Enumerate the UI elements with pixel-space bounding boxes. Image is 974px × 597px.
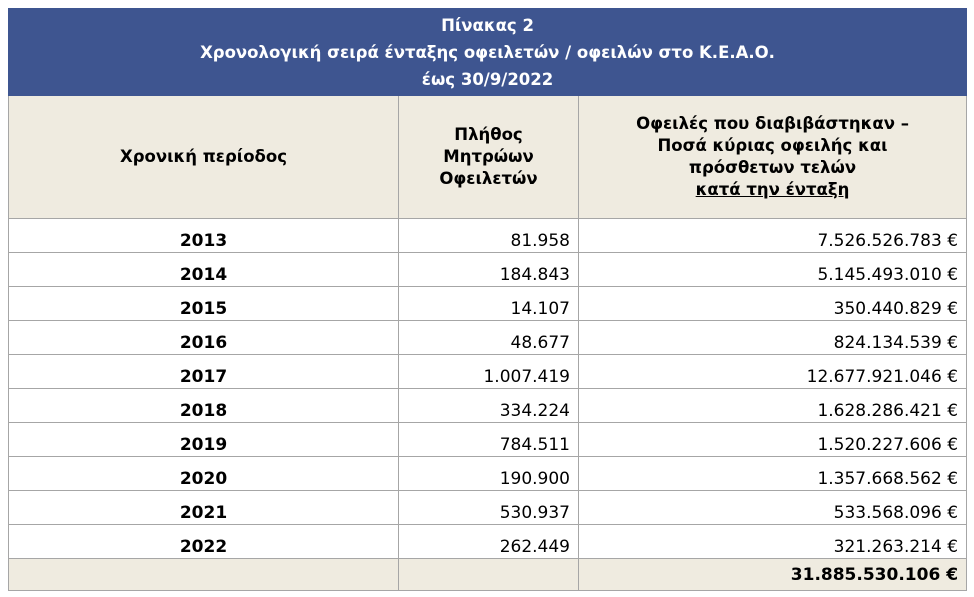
table-title-line3: έως 30/9/2022 <box>421 69 554 89</box>
header-debt-line1: Οφειλές που διαβιβάστηκαν – <box>636 114 909 133</box>
year-cell: 2014 <box>8 252 399 287</box>
amount-cell: 12.677.921.046 € <box>577 354 968 389</box>
year-cell: 2020 <box>8 456 399 491</box>
table-title-line1: Πίνακας 2 <box>441 15 534 35</box>
count-cell: 190.900 <box>398 456 579 491</box>
count-cell: 48.677 <box>398 320 579 355</box>
year-cell: 2019 <box>8 422 399 457</box>
debtors-table: Πίνακας 2 Χρονολογική σειρά ένταξης οφει… <box>7 8 968 591</box>
table-row: 2017 1.007.419 12.677.921.046 € <box>8 354 968 389</box>
header-debt: Οφειλές που διαβιβάστηκαν – Ποσά κύριας … <box>577 95 968 219</box>
year-cell: 2022 <box>8 524 399 559</box>
table-title-line2: Χρονολογική σειρά ένταξης οφειλετών / οφ… <box>200 42 775 62</box>
count-cell: 784.511 <box>398 422 579 457</box>
total-empty-period <box>8 558 399 591</box>
total-amount: 31.885.530.106 € <box>577 558 968 591</box>
year-cell: 2016 <box>8 320 399 355</box>
title-row: Πίνακας 2 Χρονολογική σειρά ένταξης οφει… <box>7 8 968 96</box>
table-row: 2019 784.511 1.520.227.606 € <box>8 422 968 457</box>
amount-cell: 1.520.227.606 € <box>577 422 968 457</box>
header-count-line2: Μητρώων <box>443 147 534 166</box>
table-body: 2013 81.958 7.526.526.783 €2014 184.843 5.14… <box>8 218 968 559</box>
amount-cell: 7.526.526.783 € <box>577 218 968 253</box>
header-period-label: Χρονική περίοδος <box>119 147 287 166</box>
header-period: Χρονική περίοδος <box>8 95 399 219</box>
year-cell: 2018 <box>8 388 399 423</box>
table-row: 2016 48.677 824.134.539 € <box>8 320 968 355</box>
year-cell: 2021 <box>8 490 399 525</box>
header-debt-line2: Ποσά κύριας οφειλής και <box>657 136 888 155</box>
year-cell: 2017 <box>8 354 399 389</box>
amount-cell: 1.628.286.421 € <box>577 388 968 423</box>
table-row: 2015 14.107 350.440.829 € <box>8 286 968 321</box>
year-cell: 2013 <box>8 218 399 253</box>
amount-cell: 533.568.096 € <box>577 490 968 525</box>
table-row: 2020 190.900 1.357.668.562 € <box>8 456 968 491</box>
amount-cell: 5.145.493.010 € <box>577 252 968 287</box>
header-debt-line3: πρόσθετων τελών <box>688 158 857 177</box>
count-cell: 334.224 <box>398 388 579 423</box>
table-row: 2013 81.958 7.526.526.783 € <box>8 218 968 253</box>
count-cell: 530.937 <box>398 490 579 525</box>
table-row: 2021 530.937 533.568.096 € <box>8 490 968 525</box>
amount-cell: 824.134.539 € <box>577 320 968 355</box>
count-cell: 1.007.419 <box>398 354 579 389</box>
header-row: Χρονική περίοδος Πλήθος Μητρώων Οφειλετώ… <box>8 95 968 219</box>
year-cell: 2015 <box>8 286 399 321</box>
table-row: 2018 334.224 1.628.286.421 € <box>8 388 968 423</box>
table-title: Πίνακας 2 Χρονολογική σειρά ένταξης οφει… <box>7 8 968 96</box>
total-empty-count <box>398 558 579 591</box>
header-count-line1: Πλήθος <box>454 125 523 144</box>
amount-cell: 321.263.214 € <box>577 524 968 559</box>
count-cell: 14.107 <box>398 286 579 321</box>
total-row: 31.885.530.106 € <box>8 558 968 591</box>
amount-cell: 1.357.668.562 € <box>577 456 968 491</box>
count-cell: 81.958 <box>398 218 579 253</box>
header-debt-line4: κατά την ένταξη <box>695 180 850 199</box>
table-row: 2014 184.843 5.145.493.010 € <box>8 252 968 287</box>
header-count-line3: Οφειλετών <box>439 169 538 188</box>
count-cell: 184.843 <box>398 252 579 287</box>
header-count: Πλήθος Μητρώων Οφειλετών <box>398 95 579 219</box>
amount-cell: 350.440.829 € <box>577 286 968 321</box>
table-row: 2022 262.449 321.263.214 € <box>8 524 968 559</box>
count-cell: 262.449 <box>398 524 579 559</box>
